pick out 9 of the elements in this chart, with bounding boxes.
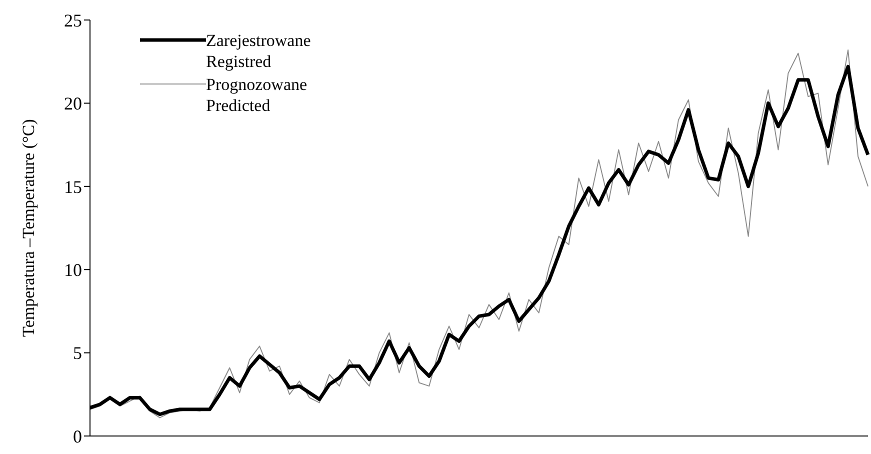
y-tick-label: 25 bbox=[64, 10, 82, 30]
y-tick-label: 20 bbox=[64, 94, 82, 114]
y-tick-label: 5 bbox=[73, 343, 82, 364]
legend-label: Zarejestrowane Registred bbox=[206, 30, 311, 72]
y-tick-label: 10 bbox=[64, 260, 82, 280]
y-axis-title: Temperatura –Temperature (°C) bbox=[19, 119, 38, 337]
legend-label: Prognozowane Predicted bbox=[206, 74, 308, 116]
y-tick-label: 15 bbox=[64, 176, 82, 197]
y-tick-label: 0 bbox=[73, 426, 82, 446]
